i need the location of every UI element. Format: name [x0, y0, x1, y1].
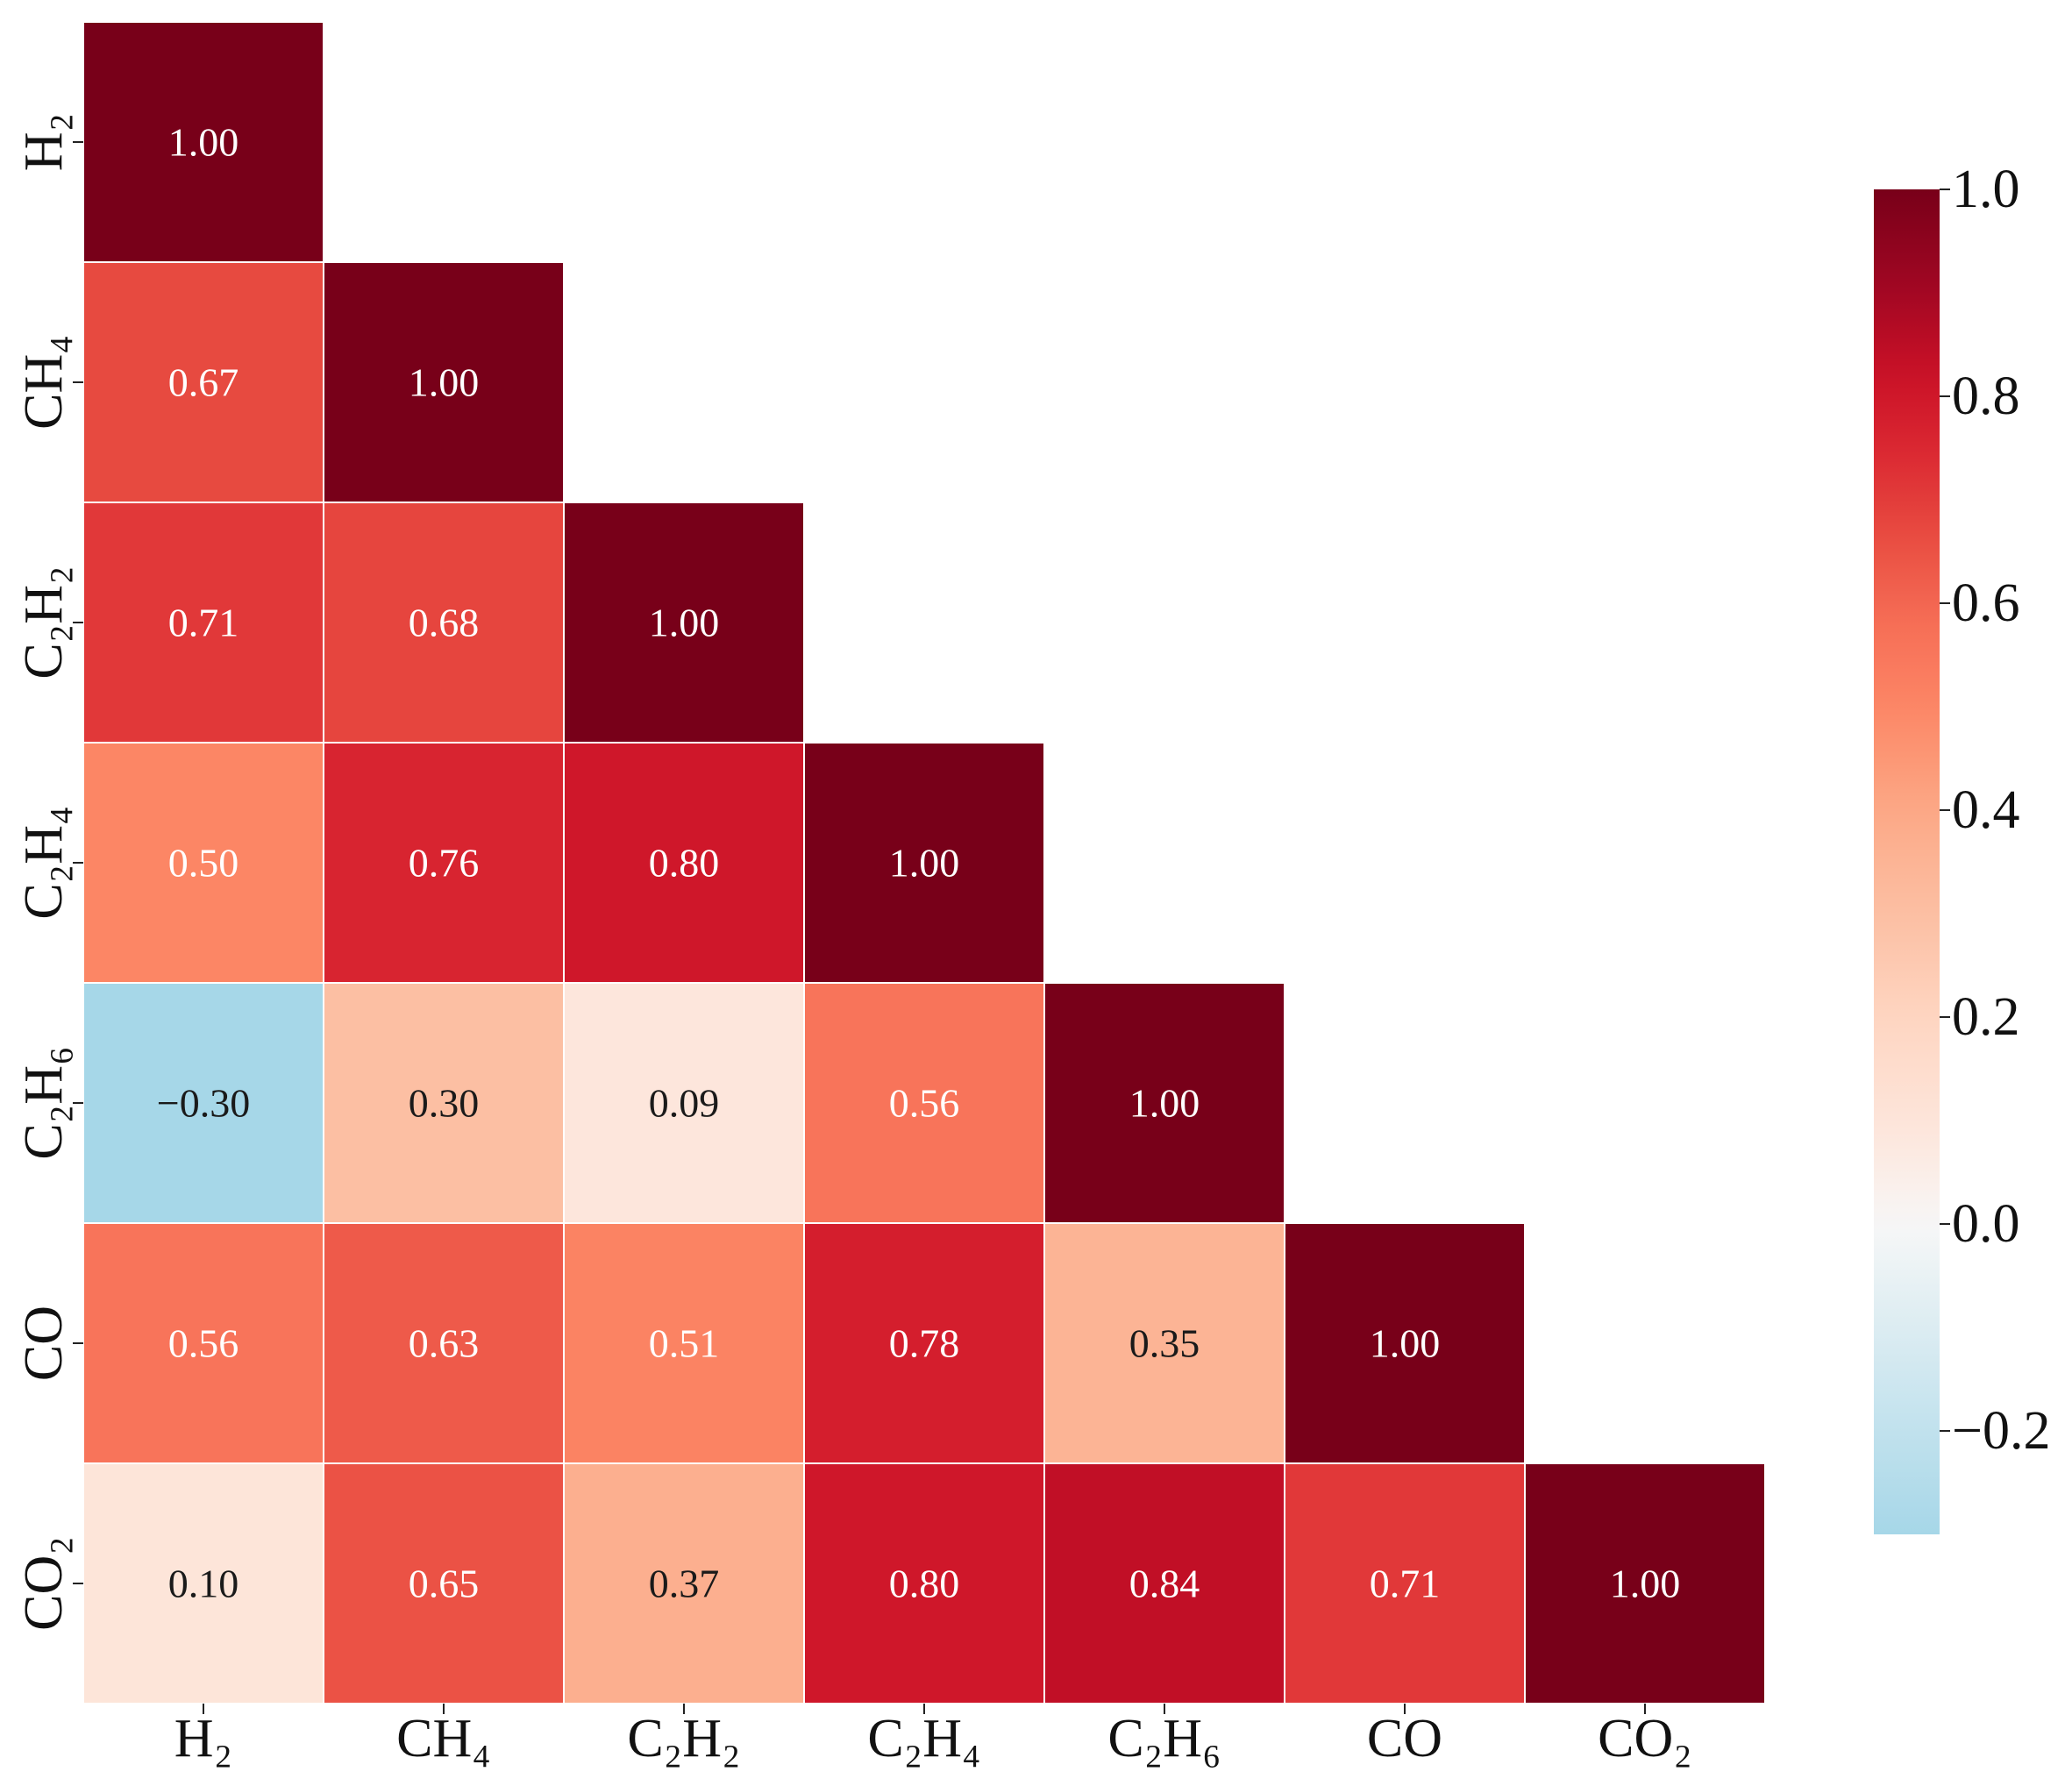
heatmap-cell	[1043, 1222, 1285, 1464]
heatmap-cell	[563, 1222, 805, 1464]
cell-value-label: 0.67	[168, 360, 239, 405]
cell-value-label: 0.80	[889, 1562, 960, 1606]
cell-value-label: 0.68	[409, 601, 480, 645]
heatmap-cells: 1.00 0.67 1.00 0.71 0.68 1.00 0.50 0.76 0.80 1.00…	[82, 21, 1766, 1704]
heatmap-cell	[803, 742, 1045, 984]
heatmap-cell	[323, 261, 565, 503]
x-tick-label: C₂H₄	[867, 1709, 980, 1768]
heatmap-cell	[1043, 982, 1285, 1224]
cell-value-label: 0.50	[168, 841, 239, 886]
cell-value-label: 1.00	[1610, 1562, 1681, 1606]
y-tick-label: C₂H₆	[14, 1046, 74, 1159]
cell-value-label: 1.00	[1129, 1081, 1200, 1126]
heatmap-cell	[563, 502, 805, 744]
heatmap-cell	[323, 742, 565, 984]
heatmap-cell	[323, 1222, 565, 1464]
heatmap-cell	[82, 502, 324, 744]
cell-value-label: 0.71	[1370, 1562, 1441, 1606]
heatmap-cell	[323, 502, 565, 744]
colorbar-tick-label: 0.2	[1952, 987, 2020, 1047]
cell-value-label: 1.00	[168, 120, 239, 165]
cell-value-label: 0.65	[409, 1562, 480, 1606]
heatmap-cell	[323, 1462, 565, 1704]
cell-value-label: 1.00	[649, 601, 720, 645]
heatmap-cell	[563, 982, 805, 1224]
cell-value-label: 0.09	[649, 1081, 720, 1126]
x-tick-label: CH₄	[396, 1709, 491, 1768]
cell-value-label: 0.63	[409, 1321, 480, 1366]
cell-value-label: 0.56	[889, 1081, 960, 1126]
cell-value-label: 0.76	[409, 841, 480, 886]
cell-value-label: −0.30	[157, 1081, 250, 1126]
x-tick-label: C₂H₂	[627, 1709, 740, 1768]
colorbar-tick-label: 0.4	[1952, 780, 2020, 840]
cell-value-label: 0.56	[168, 1321, 239, 1366]
heatmap-cell	[1284, 1462, 1526, 1704]
cell-value-label: 0.35	[1129, 1321, 1200, 1366]
colorbar-tick-label: 0.0	[1952, 1194, 2020, 1254]
heatmap-cell	[803, 1222, 1045, 1464]
colorbar-tick-label: 1.0	[1952, 160, 2020, 219]
colorbar: 1.0 0.8 0.6 0.4 0.2 0.0 −0.2	[1874, 160, 2050, 1534]
cell-value-label: 0.71	[168, 601, 239, 645]
colorbar-tick-label: 0.8	[1952, 366, 2020, 426]
heatmap-cell	[1524, 1462, 1766, 1704]
x-tick-label: CO	[1367, 1709, 1442, 1768]
colorbar-tick-label: −0.2	[1952, 1401, 2050, 1461]
cell-value-label: 0.51	[649, 1321, 720, 1366]
cell-value-label: 1.00	[409, 360, 480, 405]
x-axis: H₂ CH₄ C₂H₂ C₂H₄ C₂H₆ CO CO₂	[174, 1704, 1692, 1768]
cell-value-label: 0.80	[649, 841, 720, 886]
x-tick-label: CO₂	[1598, 1709, 1692, 1768]
heatmap-cell	[323, 982, 565, 1224]
heatmap-cell	[803, 1462, 1045, 1704]
heatmap-cell	[1284, 1222, 1526, 1464]
cell-value-label: 0.78	[889, 1321, 960, 1366]
y-tick-label: H₂	[14, 113, 74, 171]
colorbar-tick-label: 0.6	[1952, 573, 2020, 633]
cell-value-label: 0.84	[1129, 1562, 1200, 1606]
x-tick-label: C₂H₆	[1107, 1709, 1221, 1768]
y-tick-label: CO	[14, 1306, 74, 1381]
heatmap-cell	[82, 1462, 324, 1704]
cell-value-label: 0.37	[649, 1562, 720, 1606]
y-axis: H₂ CH₄ C₂H₂ C₂H₄ C₂H₆ CO CO₂	[14, 113, 83, 1631]
y-tick-label: CO₂	[14, 1536, 74, 1631]
y-tick-label: C₂H₄	[14, 806, 74, 919]
heatmap-cell	[803, 982, 1045, 1224]
cell-value-label: 0.10	[168, 1562, 239, 1606]
x-tick-label: H₂	[174, 1709, 232, 1768]
cell-value-label: 1.00	[1370, 1321, 1441, 1366]
colorbar-gradient	[1874, 189, 1940, 1534]
cell-value-label: 1.00	[889, 841, 960, 886]
heatmap-cell	[82, 261, 324, 503]
heatmap-cell	[82, 21, 324, 263]
y-tick-label: CH₄	[14, 335, 74, 430]
cell-value-label: 0.30	[409, 1081, 480, 1126]
y-tick-label: C₂H₂	[14, 566, 74, 679]
